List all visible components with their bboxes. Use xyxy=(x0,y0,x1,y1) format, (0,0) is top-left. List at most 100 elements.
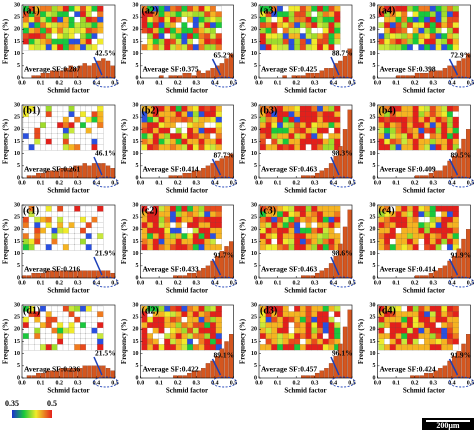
map-cell xyxy=(62,116,70,123)
map-cell xyxy=(395,44,402,51)
map-cell xyxy=(322,238,329,245)
map-cell xyxy=(28,216,35,223)
map-cell xyxy=(401,44,408,51)
map-cell xyxy=(152,238,160,245)
map-cell xyxy=(80,222,87,229)
map-cell xyxy=(378,122,385,129)
x-tick-label: 0.4 xyxy=(330,80,338,86)
map-cell xyxy=(57,111,64,118)
map-cell xyxy=(418,22,425,29)
map-cell xyxy=(181,44,188,51)
map-cell xyxy=(384,133,391,140)
map-cell xyxy=(424,205,431,212)
map-cell xyxy=(317,111,324,118)
highlight-ellipse xyxy=(330,376,356,388)
map-cell xyxy=(305,122,312,129)
map-cell xyxy=(294,327,301,334)
map-cell xyxy=(435,11,442,18)
map-cell xyxy=(68,322,75,329)
map-cell xyxy=(299,11,307,18)
y-tick-label: 5 xyxy=(373,63,376,69)
map-cell xyxy=(80,227,87,234)
y-axis-label: Frequency (%) xyxy=(120,318,128,364)
map-cell xyxy=(22,227,30,234)
map-cell xyxy=(28,322,35,329)
map-cell xyxy=(80,16,87,23)
y-tick-label: 30 xyxy=(14,302,20,308)
map-cell xyxy=(441,5,448,12)
map-cell xyxy=(435,233,442,240)
map-cell xyxy=(147,22,154,29)
y-tick-label: 25 xyxy=(251,15,257,21)
map-cell xyxy=(34,338,41,345)
y-tick-label: 5 xyxy=(373,163,376,169)
map-cell xyxy=(446,244,454,251)
x-tick-label: 0.0 xyxy=(18,280,26,286)
map-cell xyxy=(395,338,402,345)
map-cell xyxy=(85,311,92,318)
average-sf: Average SF:0.463 xyxy=(261,265,317,274)
map-cell xyxy=(406,22,414,29)
map-cell xyxy=(164,344,171,351)
x-tick-label: 0.4 xyxy=(211,180,219,186)
map-cell xyxy=(282,216,289,223)
map-cell xyxy=(446,133,454,140)
map-cell xyxy=(198,316,205,323)
map-cell xyxy=(62,338,70,345)
map-cell xyxy=(91,338,98,345)
bar xyxy=(26,375,32,379)
map-cell xyxy=(418,27,425,34)
y-tick-label: 20 xyxy=(133,327,139,333)
y-tick-label: 20 xyxy=(133,227,139,233)
map-cell xyxy=(277,44,284,51)
map-cell xyxy=(74,338,81,345)
bar xyxy=(82,163,87,179)
average-sf: Average SF:0.463 xyxy=(261,165,317,174)
map-cell xyxy=(305,211,312,218)
map-cell xyxy=(187,344,194,351)
y-tick-label: 30 xyxy=(251,2,257,8)
y-axis-label: Frequency (%) xyxy=(357,18,365,64)
bar xyxy=(205,70,211,79)
bar xyxy=(428,372,434,379)
map-cell xyxy=(418,33,425,40)
map-cell xyxy=(406,11,414,18)
map-cell xyxy=(299,105,307,112)
map-cell xyxy=(204,111,211,118)
map-cell xyxy=(311,211,318,218)
map-cell xyxy=(80,133,87,140)
map-cell xyxy=(68,122,75,129)
map-cell xyxy=(204,311,211,318)
map-cell xyxy=(282,138,289,145)
map-cell xyxy=(424,211,431,218)
map-cell xyxy=(412,205,419,212)
map-cell xyxy=(147,38,154,45)
map-cell xyxy=(141,116,148,123)
map-cell xyxy=(322,5,329,12)
map-cell xyxy=(68,227,75,234)
map-cell xyxy=(147,133,154,140)
plot-frame xyxy=(21,204,116,279)
map-cell xyxy=(91,138,98,145)
map-cell xyxy=(277,122,284,129)
map-cell xyxy=(311,22,318,29)
map-cell xyxy=(424,5,431,12)
map-cell xyxy=(74,227,81,234)
map-cell xyxy=(209,327,217,334)
map-cell xyxy=(34,227,41,234)
map-cell xyxy=(395,327,402,334)
y-axis-label: Frequency (%) xyxy=(239,218,247,264)
y-tick-label: 25 xyxy=(251,315,257,321)
map-cell xyxy=(22,116,30,123)
average-sf: Average SF:0.422 xyxy=(143,365,199,374)
map-cell xyxy=(299,5,307,12)
map-cell xyxy=(91,316,98,323)
map-cell xyxy=(424,311,431,318)
map-cell xyxy=(282,222,289,229)
percent-label: 91.7% xyxy=(214,251,235,260)
map-cell xyxy=(271,27,278,34)
map-cell xyxy=(215,211,222,218)
arrow xyxy=(211,358,222,376)
map-cell xyxy=(68,238,75,245)
map-cell xyxy=(452,127,459,134)
